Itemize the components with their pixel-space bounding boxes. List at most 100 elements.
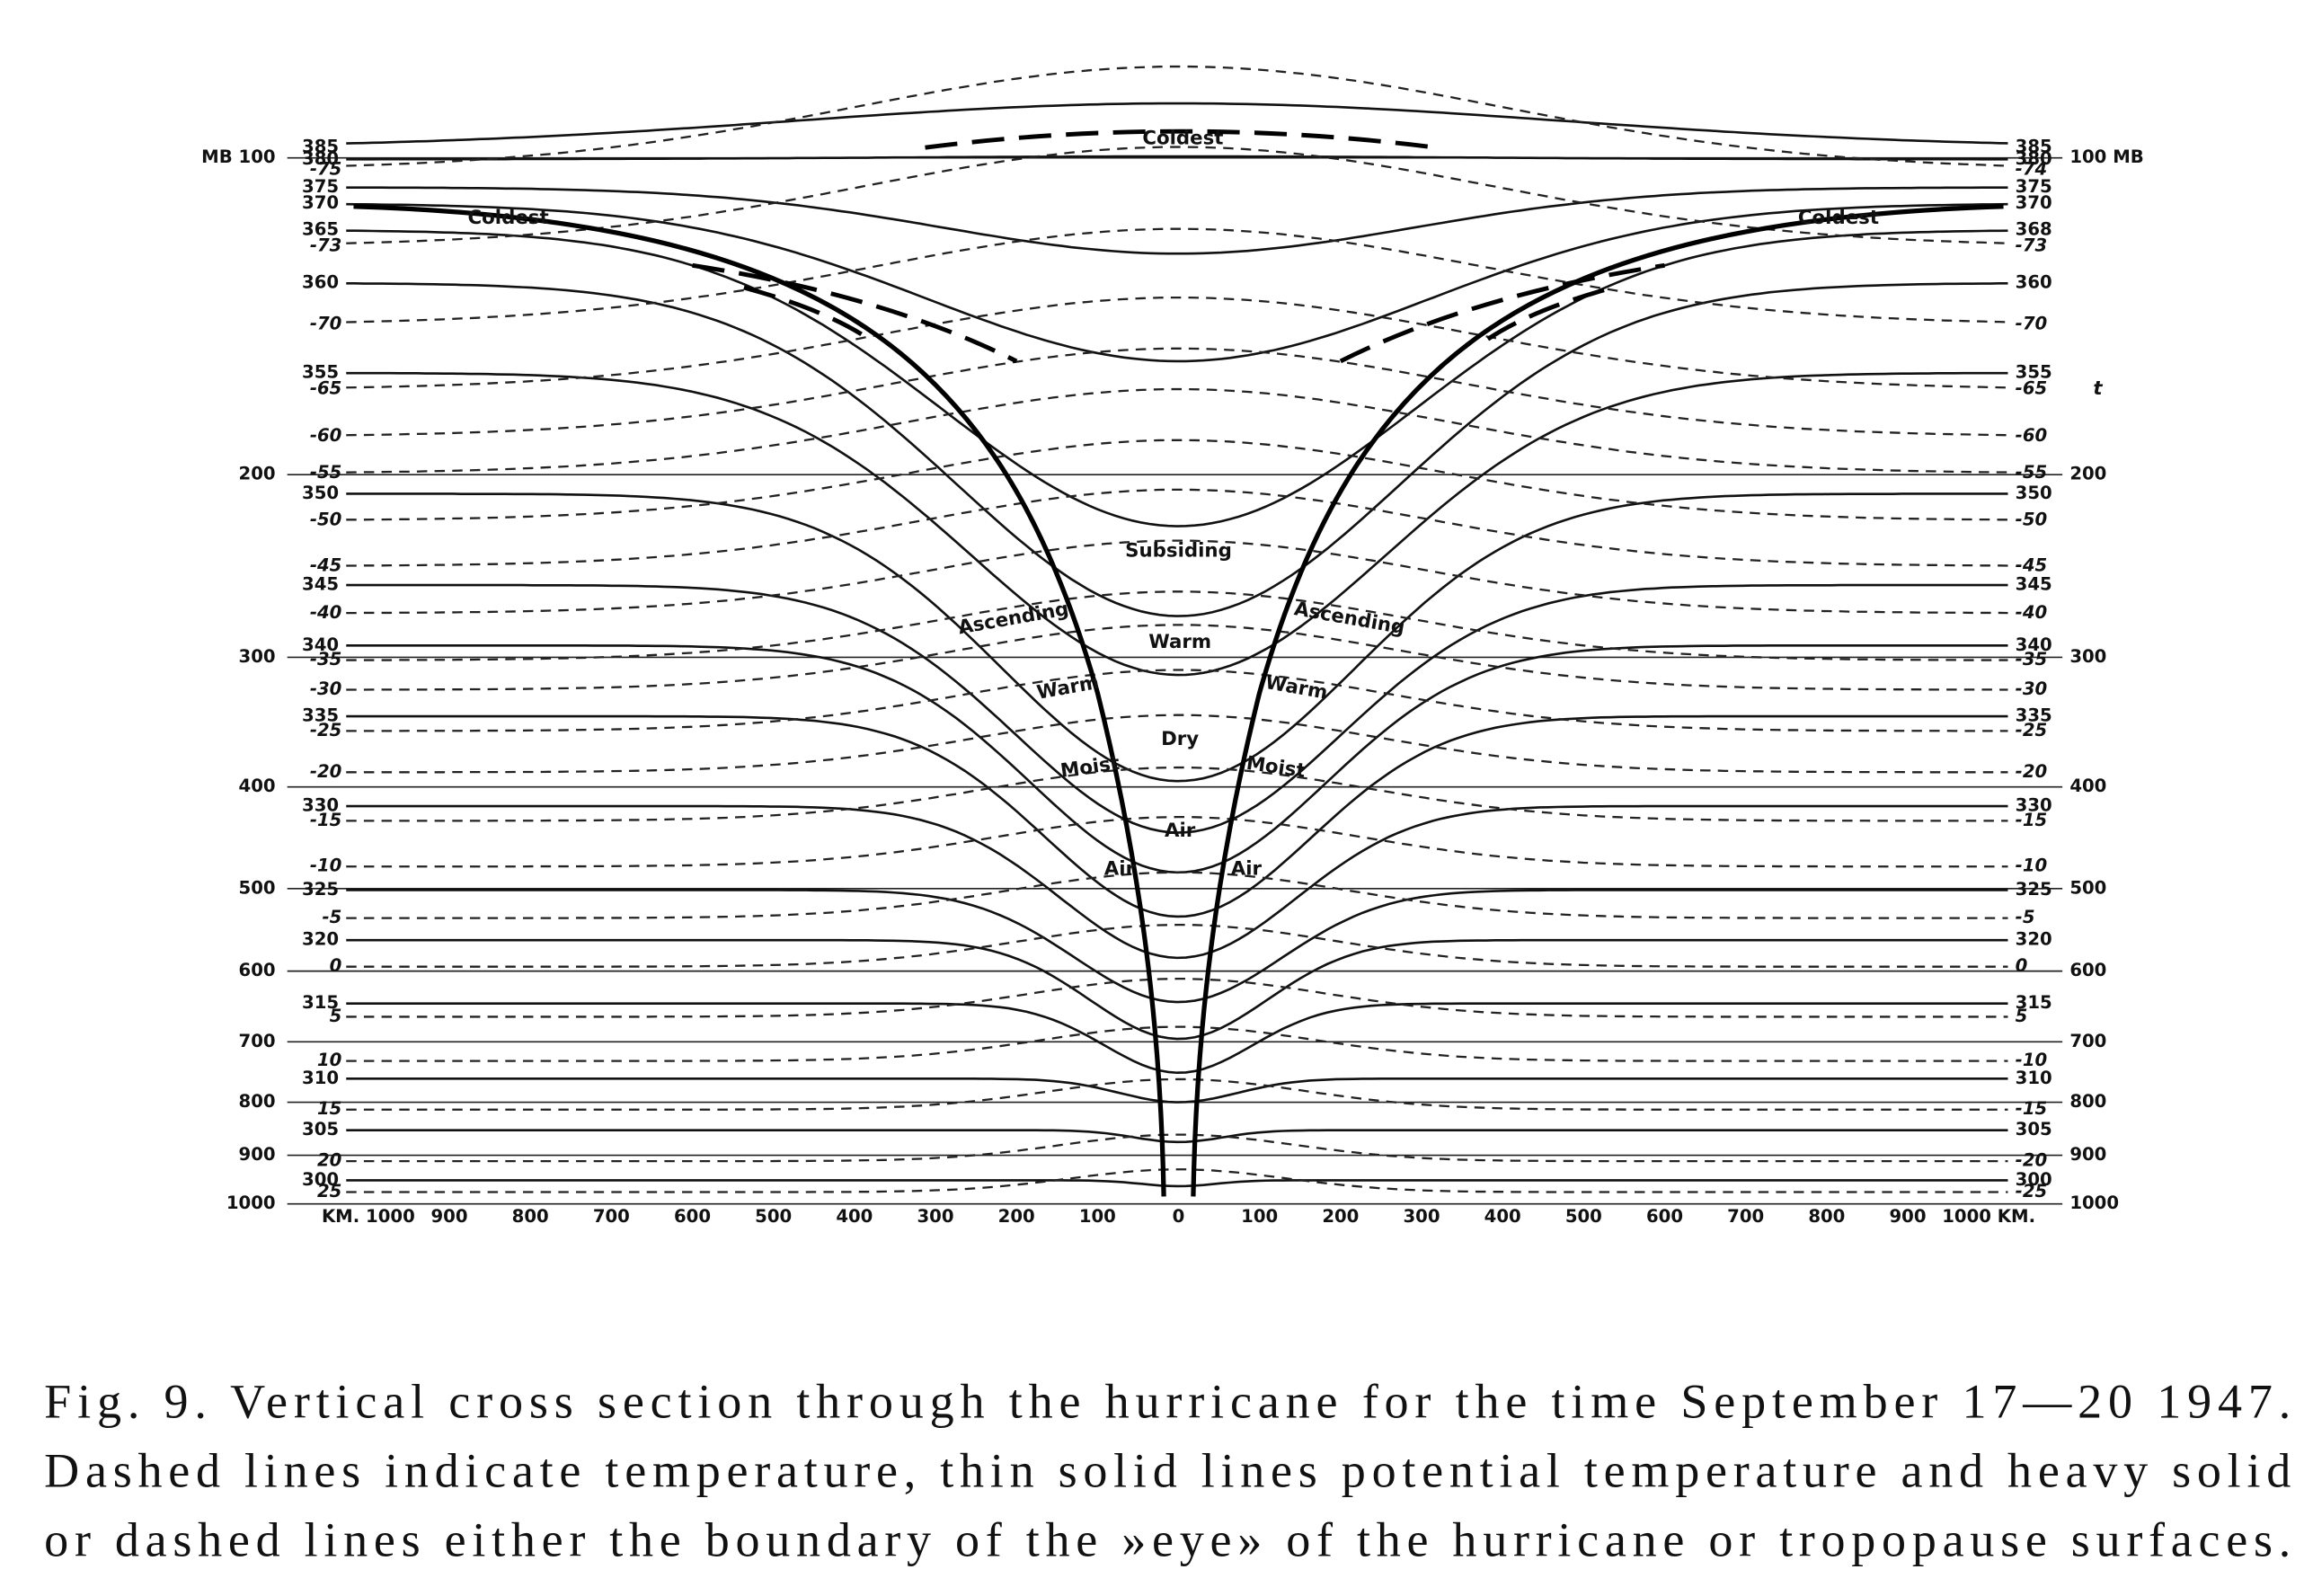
temperature-label-left: -40 — [310, 602, 342, 623]
x-label: 500 — [755, 1206, 792, 1227]
pressure-label-left: MB 100 — [201, 146, 275, 167]
temperature-label-left: -30 — [310, 678, 342, 699]
caption-line: Dashed lines indicate temperature, thin … — [44, 1443, 2291, 1497]
temperature-line — [346, 624, 2008, 691]
x-label: 800 — [512, 1206, 549, 1227]
theta-label-right: 385 — [2016, 137, 2052, 157]
theta-label-left: 375 — [302, 176, 339, 197]
theta-line — [346, 583, 2008, 834]
theta-line — [346, 1077, 2008, 1104]
tropopause — [1339, 262, 1665, 364]
x-label: 700 — [1727, 1206, 1764, 1227]
marker: t — [2093, 377, 2103, 400]
temperature-label-left: 20 — [317, 1150, 341, 1171]
pressure-label-right: 900 — [2069, 1144, 2106, 1165]
temperature-label-left: 15 — [317, 1098, 341, 1119]
temperature-line — [346, 539, 2008, 615]
theta-label-right: 315 — [2016, 992, 2052, 1013]
tropopause — [743, 285, 871, 341]
theta-label-right: 345 — [2016, 574, 2052, 595]
temperature-label-right: -30 — [2016, 678, 2048, 699]
theta-label-left: 355 — [302, 362, 339, 383]
temperature-line — [346, 146, 2008, 244]
x-label: 0 — [1173, 1206, 1185, 1227]
temperature-label-left: -60 — [310, 425, 342, 446]
temperature-line — [346, 1025, 2008, 1062]
theta-line — [346, 714, 2008, 918]
theta-line — [346, 102, 2008, 145]
theta-label-left: 310 — [302, 1068, 339, 1088]
temperature-label-right: -15 — [2016, 1098, 2048, 1119]
temperature-label-left: -70 — [310, 313, 342, 333]
temperature-line — [346, 439, 2008, 521]
theta-label-right: 325 — [2016, 879, 2052, 900]
temperature-label-right: -74 — [2016, 158, 2048, 179]
theta-label-left: 360 — [302, 272, 339, 293]
theta-label-right: 355 — [2016, 362, 2052, 383]
temperature-line — [346, 766, 2008, 822]
pressure-label-left: 200 — [239, 464, 276, 484]
temperature-label-right: -45 — [2016, 554, 2048, 575]
x-label: 400 — [1484, 1206, 1521, 1227]
x-label: 600 — [1646, 1206, 1683, 1227]
region-label: Warm — [1035, 671, 1101, 705]
temperature-label-left: -20 — [310, 761, 342, 782]
temperature-label-left: 10 — [317, 1050, 341, 1070]
theta-line — [346, 804, 2008, 960]
isolines — [287, 65, 2063, 1205]
region-label: Subsiding — [1125, 539, 1232, 562]
temperature-line — [346, 347, 2008, 437]
theta-label-right: 330 — [2016, 795, 2052, 816]
temperature-label-right: 0 — [2016, 955, 2028, 976]
temperature-label-right: -25 — [2016, 1181, 2048, 1201]
theta-label-right: 368 — [2016, 219, 2052, 240]
temperature-line — [346, 669, 2008, 732]
theta-label-left: 315 — [302, 992, 339, 1013]
theta-label-left: 305 — [302, 1119, 339, 1139]
region-label: Air — [1165, 820, 1196, 842]
region-label: Moist — [1059, 752, 1121, 783]
x-label: 200 — [998, 1206, 1035, 1227]
temperature-line — [346, 1168, 2008, 1193]
temperature-line — [346, 871, 2008, 919]
temperature-line — [346, 978, 2008, 1018]
theta-line — [346, 229, 2008, 528]
x-label: 400 — [836, 1206, 873, 1227]
pressure-label-left: 300 — [239, 646, 276, 667]
x-label: 900 — [1889, 1206, 1926, 1227]
temperature-line — [346, 387, 2008, 474]
theta-label-left: 380 — [302, 148, 339, 169]
theta-label-left: 330 — [302, 795, 339, 816]
theta-label-left: 320 — [302, 929, 339, 950]
region-label: Ascending — [956, 598, 1070, 639]
theta-label-left: 350 — [302, 483, 339, 503]
region-label: Coldest — [1798, 207, 1879, 229]
theta-label-left: 365 — [302, 219, 339, 240]
region-label: Warm — [1263, 671, 1329, 705]
pressure-label-left: 400 — [239, 776, 276, 796]
theta-label-right: 340 — [2016, 634, 2052, 655]
temperature-label-left: -5 — [322, 907, 341, 927]
pressure-label-right: 300 — [2069, 646, 2106, 667]
theta-label-right: 380 — [2016, 148, 2052, 169]
x-label: 1000 KM. — [1942, 1206, 2035, 1227]
eye-boundary — [1191, 204, 2004, 1197]
temperature-label-left: 0 — [330, 955, 342, 976]
temperature-label-left: -35 — [310, 649, 342, 669]
x-label: 700 — [593, 1206, 630, 1227]
theta-line — [346, 492, 2008, 783]
theta-label-left: 385 — [302, 137, 339, 157]
theta-line — [346, 938, 2008, 1041]
theta-line — [346, 282, 2008, 617]
temperature-label-left: 5 — [330, 1006, 342, 1026]
theta-label-right: 350 — [2016, 483, 2052, 503]
pressure-label-left: 800 — [239, 1091, 276, 1112]
theta-label-right: 335 — [2016, 705, 2052, 726]
theta-label-right: 370 — [2016, 192, 2052, 213]
region-label: Air — [1231, 858, 1263, 881]
pressure-label-right: 500 — [2069, 877, 2106, 898]
temperature-label-right: -5 — [2016, 907, 2035, 927]
theta-line — [346, 371, 2008, 677]
